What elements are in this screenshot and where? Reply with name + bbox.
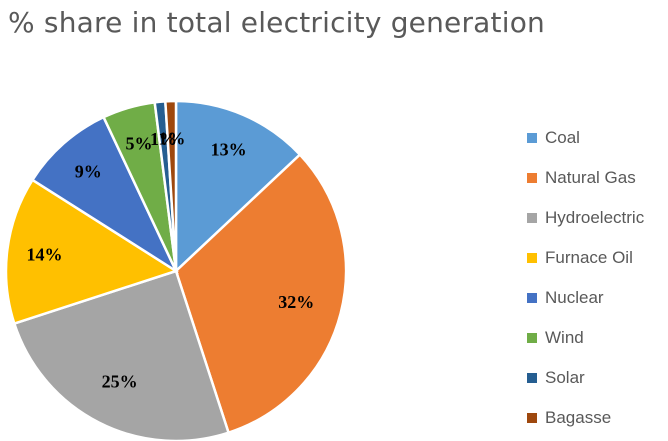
pie-slice-natural-gas <box>174 152 348 435</box>
legend-label-natural-gas: Natural Gas <box>545 168 636 187</box>
legend-swatch-nuclear <box>527 293 537 303</box>
legend-item-coal: Coal <box>527 118 644 158</box>
legend-label-coal: Coal <box>545 128 580 147</box>
legend-label-solar: Solar <box>545 368 585 387</box>
pie-slice-bagasse <box>163 99 178 272</box>
legend-swatch-coal <box>527 133 537 143</box>
pie-slice-furnace-oil <box>4 178 179 326</box>
legend-label-bagasse: Bagasse <box>545 408 612 427</box>
chart-title: % share in total electricity generation <box>8 6 545 39</box>
data-labels: 13% 32% 25% 14% 9% 5%1%1% <box>26 128 314 391</box>
legend-swatch-solar <box>527 373 537 383</box>
legend-item-wind: Wind <box>527 318 644 358</box>
legend-swatch-wind <box>527 333 537 343</box>
data-label-bagasse: 1% <box>158 128 185 148</box>
pie-slice-hydroelectric <box>12 269 231 441</box>
legend-swatch-hydroelectric <box>527 213 537 223</box>
legend-item-nuclear: Nuclear <box>527 278 644 318</box>
pie-slice-nuclear <box>30 115 179 275</box>
pie-slice-coal <box>174 99 302 274</box>
legend-item-natural-gas: Natural Gas <box>527 158 644 198</box>
legend: Coal Natural Gas Hydroelectric Furnace Oil N… <box>527 118 644 438</box>
data-label-hydroelectric: 25% <box>102 372 138 392</box>
data-label-nuclear: 9% <box>75 162 102 182</box>
legend-item-hydroelectric: Hydroelectric <box>527 198 644 238</box>
legend-swatch-bagasse <box>527 413 537 423</box>
legend-label-hydroelectric: Hydroelectric <box>545 208 645 227</box>
legend-item-solar: Solar <box>527 358 644 398</box>
data-label-natural-gas: 32% <box>278 292 314 312</box>
legend-item-bagasse: Bagasse <box>527 398 644 438</box>
legend-item-furnace-oil: Furnace Oil <box>527 238 644 278</box>
pie-slices <box>4 99 348 441</box>
data-label-coal: 13% <box>211 139 247 159</box>
legend-label-wind: Wind <box>545 328 584 347</box>
data-label-solar: 1% <box>150 129 177 149</box>
data-label-furnace-oil: 14% <box>26 244 62 264</box>
data-label-wind: 5% <box>126 134 153 154</box>
legend-swatch-natural-gas <box>527 173 537 183</box>
legend-swatch-furnace-oil <box>527 253 537 263</box>
legend-label-nuclear: Nuclear <box>545 288 604 307</box>
legend-label-furnace-oil: Furnace Oil <box>545 248 633 267</box>
